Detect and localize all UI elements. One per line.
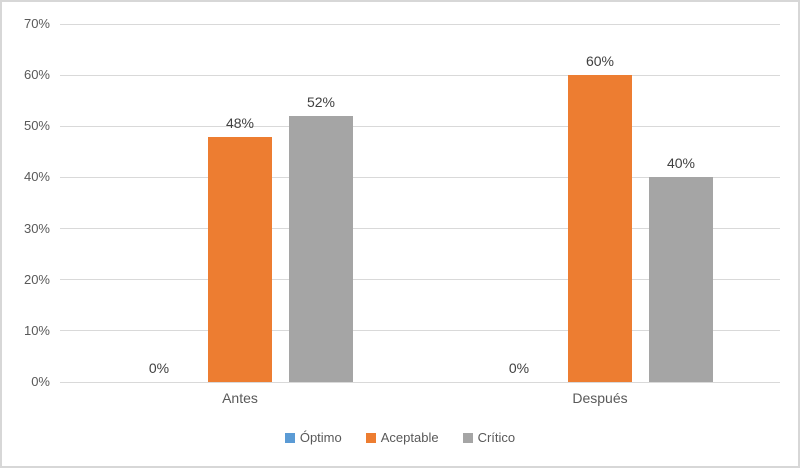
category-label: Antes <box>222 390 258 406</box>
bar-group-después: 0% 60% 40% <box>420 24 780 382</box>
bar-aceptable-antes <box>208 136 272 382</box>
gridline <box>60 176 780 178</box>
data-label: 48% <box>225 114 255 131</box>
legend-swatch-icon <box>284 432 295 443</box>
gridline <box>60 74 780 76</box>
y-tick-label: 50% <box>23 118 50 134</box>
gridline <box>60 330 780 332</box>
gridline <box>60 23 780 25</box>
data-label: 0% <box>508 360 530 376</box>
y-tick-label: 40% <box>23 169 50 185</box>
data-label: 52% <box>306 94 336 111</box>
data-label: 40% <box>666 155 696 172</box>
y-tick-label: 0% <box>31 374 50 389</box>
category-label: Después <box>572 390 628 406</box>
legend-item-aceptable: Aceptable <box>365 430 439 445</box>
bar-group-antes: 0% 48% 52% <box>60 24 420 382</box>
gridline <box>60 279 780 281</box>
legend-label: Óptimo <box>299 430 342 445</box>
bar-crítico-antes <box>289 116 353 382</box>
gridline <box>60 125 780 127</box>
legend-label: Aceptable <box>380 430 439 445</box>
legend: Óptimo Aceptable Crítico <box>2 430 798 445</box>
data-label: 0% <box>148 360 170 376</box>
plot-area: 0% 48% 52% 0% 60% 40% <box>60 23 780 383</box>
legend-item-crítico: Crítico <box>462 430 516 445</box>
legend-item-óptimo: Óptimo <box>284 430 342 445</box>
bar-crítico-después <box>649 177 713 382</box>
y-tick-label: 10% <box>23 322 50 338</box>
legend-swatch-icon <box>365 432 376 443</box>
gridline <box>60 228 780 230</box>
y-tick-label: 20% <box>23 271 50 287</box>
y-tick-label: 70% <box>23 16 50 31</box>
bar-aceptable-después <box>568 75 632 382</box>
legend-label: Crítico <box>477 430 516 445</box>
gridline <box>60 381 780 383</box>
legend-swatch-icon <box>462 432 473 443</box>
y-tick-label: 30% <box>23 220 50 236</box>
data-label: 60% <box>585 53 615 70</box>
y-tick-label: 60% <box>23 67 50 83</box>
